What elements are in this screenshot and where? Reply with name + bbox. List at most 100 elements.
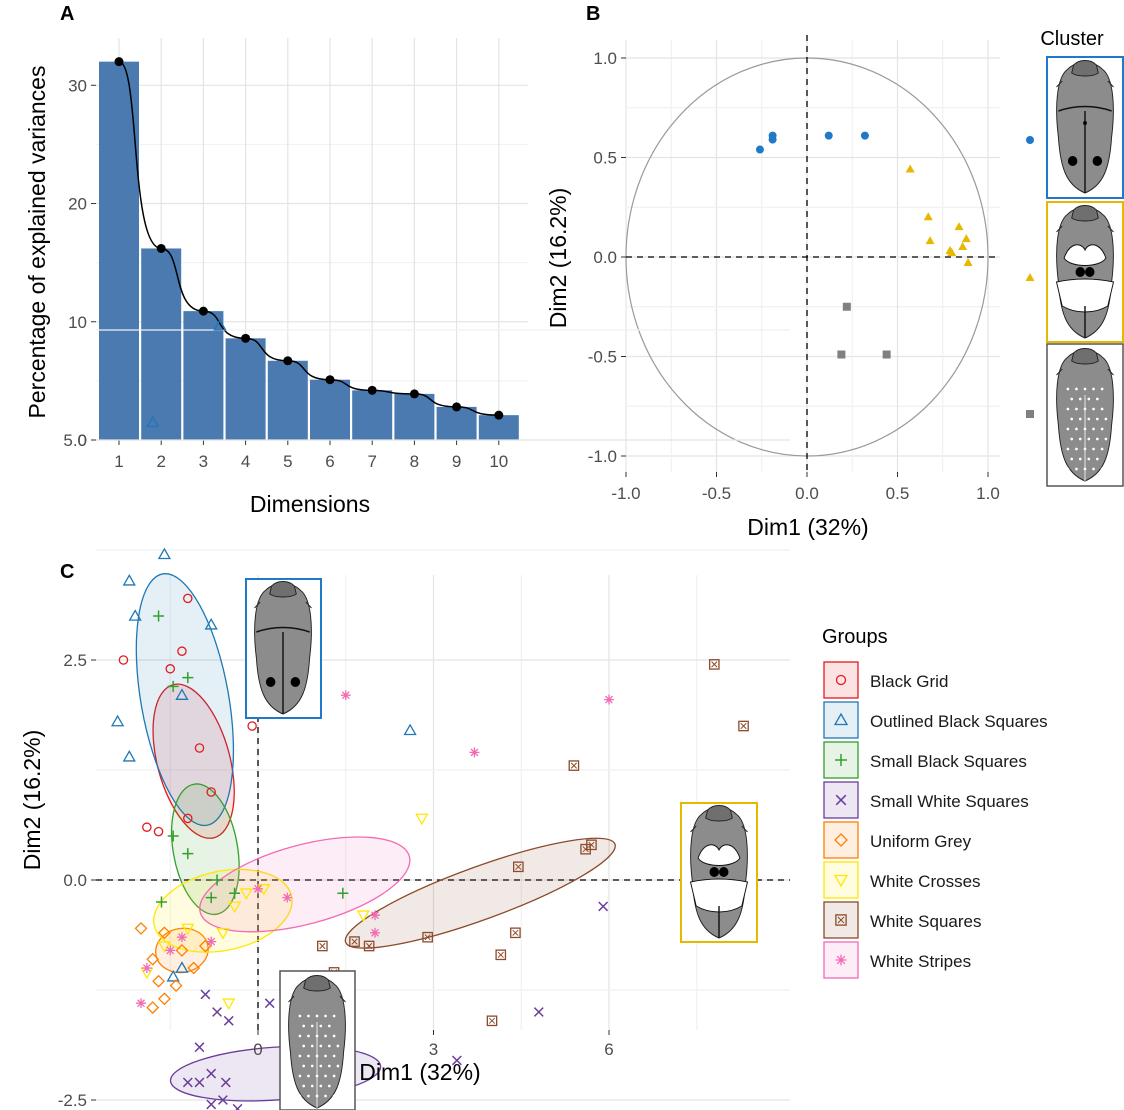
legend-label: Small White Squares — [870, 792, 1029, 811]
white-dot — [1096, 437, 1099, 441]
data-point — [175, 961, 189, 973]
white-dot — [1070, 457, 1074, 461]
panel-label-c: C — [60, 561, 74, 583]
data-point — [216, 928, 230, 940]
data-point — [182, 848, 194, 860]
white-dot — [1096, 417, 1099, 421]
white-dot — [1075, 467, 1078, 471]
white-dot — [298, 1074, 302, 1078]
cluster-point — [860, 131, 869, 140]
y-tick-label: 0 — [78, 431, 87, 450]
marker-cross — [740, 722, 747, 730]
panel-a-y-axis-title: Percentage of explained variances — [24, 66, 50, 419]
data-point — [257, 884, 271, 896]
marker-square — [708, 659, 720, 670]
data-point — [181, 923, 195, 936]
white-dot — [336, 1044, 340, 1048]
x-tick-label: 2 — [156, 452, 165, 471]
white-dot — [1066, 427, 1070, 431]
groups-legend: Black Grid Outlined Black Squares Small Bl… — [823, 661, 1048, 979]
bar — [267, 360, 308, 440]
data-point — [835, 794, 847, 806]
white-dot — [1070, 417, 1074, 421]
data-point — [194, 743, 205, 753]
legend-label: Small Black Squares — [870, 752, 1027, 771]
y-tick-label: 2.5 — [63, 651, 87, 670]
data-point — [227, 901, 242, 914]
bar — [394, 393, 435, 440]
data-point — [153, 826, 164, 837]
data-point — [222, 998, 236, 1011]
data-point — [239, 888, 253, 901]
panel-b-zero-lines — [626, 35, 1000, 472]
bar — [310, 379, 350, 440]
white-dot — [1092, 427, 1095, 431]
x-tick-label: 3 — [429, 1040, 438, 1059]
confidence-ellipse — [199, 836, 411, 933]
white-dot — [1066, 387, 1070, 391]
cluster-point — [961, 234, 971, 243]
white-dot — [1096, 397, 1099, 401]
data-point — [165, 945, 176, 956]
data-point — [205, 892, 217, 904]
cluster-point — [755, 145, 764, 154]
white-dot — [336, 1064, 340, 1068]
data-point — [604, 694, 614, 705]
data-point — [264, 998, 275, 1009]
white-dot — [302, 1084, 306, 1088]
white-dot — [328, 1024, 331, 1028]
white-dot — [315, 1014, 319, 1018]
cluster-1-marker — [1026, 136, 1034, 144]
y-tick-label: 30 — [68, 76, 87, 95]
legend-item: Uniform Grey — [823, 821, 972, 859]
white-dot — [1075, 387, 1078, 391]
white-dot — [310, 1044, 314, 1048]
variance-point — [494, 410, 504, 420]
white-dot — [298, 1014, 302, 1018]
white-dot — [1092, 387, 1095, 391]
bar — [141, 248, 182, 440]
marker-square — [568, 760, 580, 771]
inset-beetle-top — [245, 578, 322, 719]
data-point — [513, 861, 524, 873]
white-dot — [1066, 407, 1070, 411]
variance-point — [156, 243, 166, 253]
white-dot — [302, 1044, 306, 1048]
y-tick-label: -2.5 — [58, 1091, 87, 1110]
data-point — [128, 609, 142, 621]
x-tick-label: 3 — [199, 452, 208, 471]
data-point — [317, 940, 328, 952]
white-dot — [324, 1054, 327, 1058]
white-dot — [319, 1044, 323, 1048]
white-dot — [1100, 387, 1104, 391]
bar — [183, 311, 224, 440]
inset-beetle-bottom — [279, 970, 356, 1110]
bar — [352, 390, 393, 440]
legend-label: White Stripes — [870, 952, 971, 971]
white-dot — [332, 1094, 336, 1098]
data-point — [833, 874, 849, 888]
white-dot — [315, 1094, 319, 1098]
cluster-point — [882, 350, 891, 359]
data-point — [136, 998, 146, 1009]
data-point — [183, 813, 193, 824]
data-point — [510, 927, 521, 939]
variance-point — [241, 333, 251, 343]
marker-square — [363, 940, 375, 952]
data-point — [469, 747, 480, 758]
legend-label: White Crosses — [870, 872, 981, 891]
white-dot — [315, 1054, 319, 1058]
data-point — [194, 1077, 205, 1088]
marker-cross — [497, 951, 504, 958]
variance-point — [198, 306, 208, 316]
data-point — [206, 1099, 217, 1110]
data-point — [194, 1042, 205, 1053]
y-tick-label: 0.5 — [593, 149, 617, 168]
legend-item: White Stripes — [823, 941, 971, 979]
x-tick-label: 10 — [489, 452, 508, 471]
white-dot — [302, 1024, 306, 1028]
white-dot — [1075, 407, 1078, 411]
bar — [99, 61, 139, 440]
white-dot — [1066, 447, 1070, 451]
data-point — [175, 943, 189, 957]
